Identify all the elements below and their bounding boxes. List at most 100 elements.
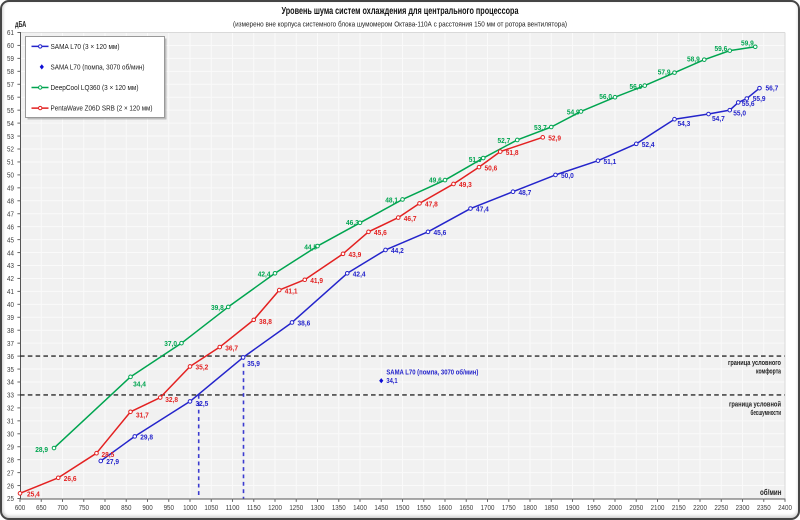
svg-text:46: 46 [7,222,14,231]
svg-text:54,7: 54,7 [712,114,725,123]
svg-text:52,7: 52,7 [497,136,510,145]
svg-text:1850: 1850 [544,503,558,512]
svg-text:950: 950 [164,503,174,512]
svg-text:29: 29 [7,442,14,451]
svg-text:900: 900 [142,503,152,512]
svg-text:34,4: 34,4 [133,379,146,388]
svg-text:1250: 1250 [289,503,303,512]
svg-text:60: 60 [7,41,14,50]
svg-text:57: 57 [7,80,14,89]
svg-text:26: 26 [7,481,14,490]
svg-text:53,7: 53,7 [534,123,547,132]
svg-text:граница условной: граница условной [729,400,781,409]
svg-text:50: 50 [7,171,14,180]
svg-text:2350: 2350 [757,503,771,512]
svg-text:48,7: 48,7 [519,188,532,197]
svg-text:53: 53 [7,132,14,141]
svg-text:34: 34 [7,378,14,387]
svg-text:1550: 1550 [417,503,431,512]
svg-text:1300: 1300 [311,503,325,512]
svg-text:47,4: 47,4 [476,205,489,214]
svg-text:600: 600 [15,503,25,512]
svg-text:1500: 1500 [396,503,410,512]
svg-text:37,0: 37,0 [164,339,177,348]
svg-text:об/мин: об/мин [760,488,782,497]
svg-text:бесшумности: бесшумности [751,408,782,417]
svg-text:27,9: 27,9 [106,457,119,466]
svg-text:комфорта: комфорта [756,366,782,375]
svg-text:PentaWave Z06D SRB (2 × 120 мм: PentaWave Z06D SRB (2 × 120 мм) [51,104,153,113]
svg-text:40: 40 [7,300,14,309]
svg-text:28,9: 28,9 [35,445,48,454]
svg-text:32,5: 32,5 [196,399,209,408]
svg-text:46,3: 46,3 [346,218,359,227]
svg-text:28,5: 28,5 [102,450,115,459]
svg-text:1150: 1150 [247,503,261,512]
svg-text:2050: 2050 [629,503,643,512]
svg-text:56,9: 56,9 [629,82,642,91]
svg-text:650: 650 [36,503,46,512]
svg-text:1450: 1450 [374,503,388,512]
svg-text:32,8: 32,8 [165,395,178,404]
svg-text:47: 47 [7,209,14,218]
svg-text:2400: 2400 [778,503,792,512]
svg-text:50,6: 50,6 [485,163,498,172]
svg-text:34,1: 34,1 [386,376,398,385]
svg-text:49: 49 [7,184,14,193]
svg-text:58: 58 [7,67,14,76]
svg-text:(измерено вне корпуса системно: (измерено вне корпуса системного блока ш… [233,20,567,29]
svg-text:56,7: 56,7 [766,84,779,93]
svg-text:45,6: 45,6 [434,228,447,237]
svg-text:48: 48 [7,196,14,205]
svg-text:36,7: 36,7 [225,343,238,352]
svg-text:56: 56 [7,93,14,102]
svg-text:55,9: 55,9 [753,94,766,103]
svg-text:38,6: 38,6 [298,319,311,328]
svg-text:SAMA L70 (помпа, 3070 об/мин): SAMA L70 (помпа, 3070 об/мин) [51,63,145,72]
svg-text:35,9: 35,9 [247,359,260,368]
svg-text:42: 42 [7,274,14,283]
svg-text:47,8: 47,8 [425,200,438,209]
svg-text:2150: 2150 [672,503,686,512]
svg-text:41,1: 41,1 [285,286,298,295]
svg-text:DeepCool LQ360 (3 × 120 мм): DeepCool LQ360 (3 × 120 мм) [51,83,139,92]
svg-text:1700: 1700 [481,503,495,512]
svg-text:1100: 1100 [226,503,240,512]
svg-text:33: 33 [7,391,14,400]
svg-text:750: 750 [79,503,89,512]
svg-text:38,8: 38,8 [259,317,272,326]
svg-text:51,3: 51,3 [469,155,482,164]
svg-text:2100: 2100 [651,503,665,512]
svg-text:дБА: дБА [15,20,27,29]
svg-text:850: 850 [121,503,131,512]
svg-text:41,9: 41,9 [310,276,323,285]
svg-text:32: 32 [7,404,14,413]
svg-text:43: 43 [7,261,14,270]
svg-text:50,0: 50,0 [561,171,574,180]
svg-text:52: 52 [7,145,14,154]
svg-text:39: 39 [7,313,14,322]
svg-text:42,4: 42,4 [258,269,271,278]
svg-text:29,8: 29,8 [140,433,153,442]
svg-text:28: 28 [7,455,14,464]
svg-text:1650: 1650 [459,503,473,512]
svg-text:56,0: 56,0 [599,92,612,101]
svg-text:44,2: 44,2 [391,246,404,255]
svg-text:36: 36 [7,352,14,361]
svg-text:57,9: 57,9 [658,68,671,77]
svg-text:42,4: 42,4 [353,269,366,278]
svg-text:54,9: 54,9 [567,107,580,116]
svg-text:26,6: 26,6 [64,474,77,483]
svg-text:800: 800 [100,503,110,512]
svg-text:SAMA L70 (3 × 120 мм): SAMA L70 (3 × 120 мм) [51,42,120,51]
svg-text:45: 45 [7,235,14,244]
svg-text:30: 30 [7,429,14,438]
svg-text:35: 35 [7,365,14,374]
svg-text:59: 59 [7,54,14,63]
svg-text:54,3: 54,3 [678,119,691,128]
svg-text:52,9: 52,9 [548,134,561,143]
svg-text:2300: 2300 [736,503,750,512]
svg-text:35,2: 35,2 [196,363,209,372]
svg-text:27: 27 [7,468,14,477]
svg-text:2200: 2200 [693,503,707,512]
